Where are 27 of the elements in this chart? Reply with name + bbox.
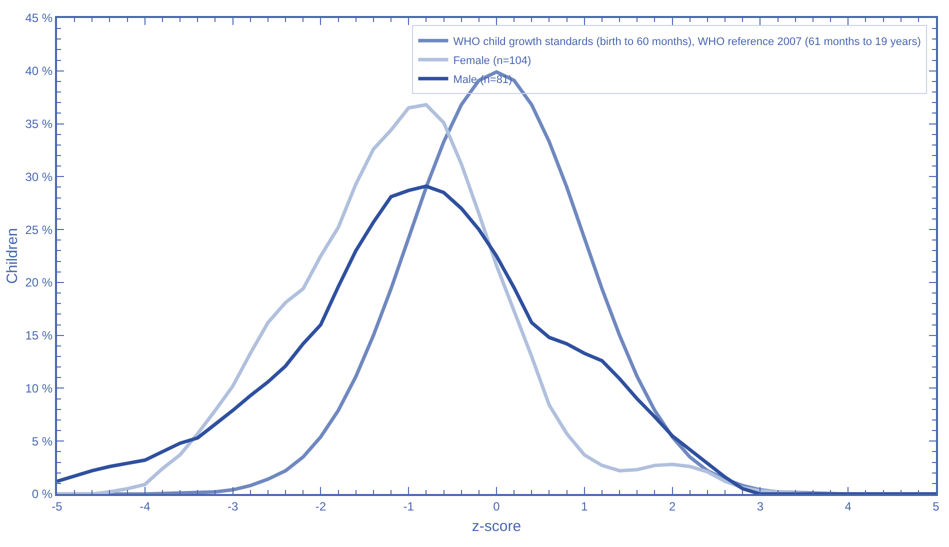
y-tick-label: 5 %	[32, 434, 53, 448]
legend-label: WHO child growth standards (birth to 60 months), WHO reference 2007 (61 months to 19 years)	[453, 36, 921, 48]
x-tick-label: -3	[227, 499, 238, 514]
y-axis-title: Children	[4, 228, 21, 284]
x-tick-label: -5	[52, 499, 63, 514]
y-tick-label: 35 %	[25, 116, 53, 131]
x-tick-label: 4	[844, 499, 852, 514]
line-series	[57, 184, 936, 494]
y-tick-label: 40 %	[25, 64, 53, 78]
y-tick-label: 45 %	[25, 11, 53, 26]
x-tick-label: 0	[493, 499, 500, 514]
x-tick-label: 1	[581, 499, 588, 514]
x-tick-label: 2	[668, 499, 676, 514]
x-tick-label: -1	[403, 499, 414, 514]
y-tick-label: 0 %	[32, 487, 53, 502]
x-tick-label: -2	[315, 499, 326, 514]
x-tick-label: 5	[932, 499, 940, 514]
x-tick-label: -4	[140, 499, 151, 514]
y-tick-label: 20 %	[25, 276, 53, 290]
legend-label: Female (n=104)	[453, 54, 532, 67]
y-tick-label: 10 %	[25, 381, 53, 396]
legend-label: Male (n=81)	[453, 74, 512, 86]
x-tick-label: 3	[756, 499, 764, 514]
y-tick-label: 15 %	[25, 328, 53, 343]
x-axis-title: z-score	[472, 518, 522, 535]
y-tick-label: 25 %	[25, 222, 53, 237]
y-tick-label: 30 %	[25, 170, 53, 184]
